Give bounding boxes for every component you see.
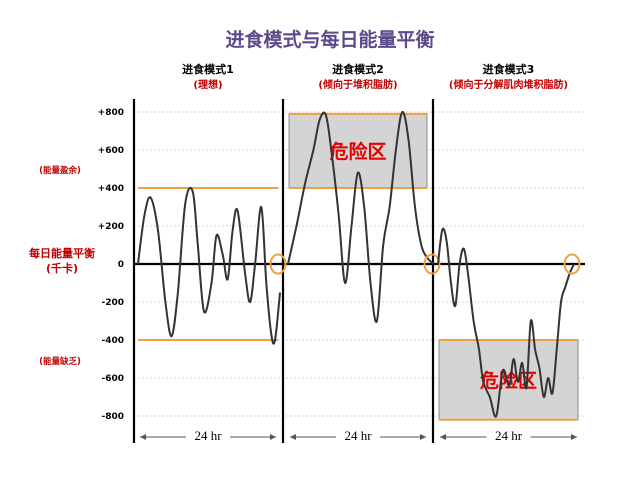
panel-3: 危险区 进食模式3 (倾向于分解肌肉堆积脂肪) 24 hr [437, 62, 581, 443]
panel-subheader: (理想) [193, 78, 222, 91]
y-tick-label: +200 [98, 222, 124, 232]
panel-subheader: (倾向于分解肌肉堆积脂肪) [449, 78, 568, 91]
y-tick-label: +800 [98, 108, 124, 118]
duration-label-bg [336, 429, 380, 443]
y-tick-label: -400 [101, 336, 124, 346]
end-marker [423, 253, 441, 275]
danger-zone-label: 危险区 [329, 140, 386, 163]
y-tick-label: -200 [101, 298, 124, 308]
y-axis-unit: (千卡) [46, 261, 78, 275]
duration-label: 24 hr [194, 428, 222, 443]
panel-header: 进食模式3 [483, 62, 535, 76]
panels: 进食模式1 (理想) 24 hr 危险区 进食模式2 (倾向于堆积脂肪) 24 hr 危险区 进… [137, 62, 581, 443]
y-tick-label: +600 [98, 146, 124, 156]
panel-header: 进食模式2 [332, 62, 384, 76]
panel-1: 进食模式1 (理想) 24 hr [137, 62, 287, 443]
duration-arrowhead-left [440, 434, 446, 440]
series-line [287, 110, 435, 323]
y-tick-label: +400 [98, 184, 124, 194]
end-marker [563, 253, 581, 275]
y-axis-label: 每日能量平衡 [29, 246, 95, 260]
y-tick-label: -600 [101, 374, 124, 384]
panel-header: 进食模式1 [182, 62, 234, 76]
series-line [437, 227, 575, 418]
danger-zone-label: 危险区 [480, 369, 537, 392]
end-marker [269, 253, 287, 275]
duration-label: 24 hr [495, 428, 523, 443]
panel-subheader: (倾向于堆积脂肪) [318, 78, 397, 91]
chart-title: 进食模式与每日能量平衡 [225, 28, 434, 51]
y-axis: +800+600+400+2000-200-400-600-800每日能量平衡(… [29, 108, 124, 422]
duration-label-bg [486, 429, 531, 443]
duration-arrowhead-right [270, 434, 276, 440]
series-line [137, 186, 281, 345]
deficit-label: (能量缺乏) [39, 356, 81, 367]
y-tick-label: 0 [118, 260, 124, 270]
duration-arrowhead-left [290, 434, 296, 440]
duration-label: 24 hr [344, 428, 372, 443]
danger-zone [288, 113, 428, 189]
panel-2: 危险区 进食模式2 (倾向于堆积脂肪) 24 hr [287, 62, 441, 443]
duration-arrowhead-right [420, 434, 426, 440]
duration-arrowhead-left [140, 434, 146, 440]
duration-arrowhead-right [571, 434, 577, 440]
duration-label-bg [186, 429, 230, 443]
surplus-label: (能量盈余) [39, 165, 81, 176]
y-tick-label: -800 [101, 412, 124, 422]
